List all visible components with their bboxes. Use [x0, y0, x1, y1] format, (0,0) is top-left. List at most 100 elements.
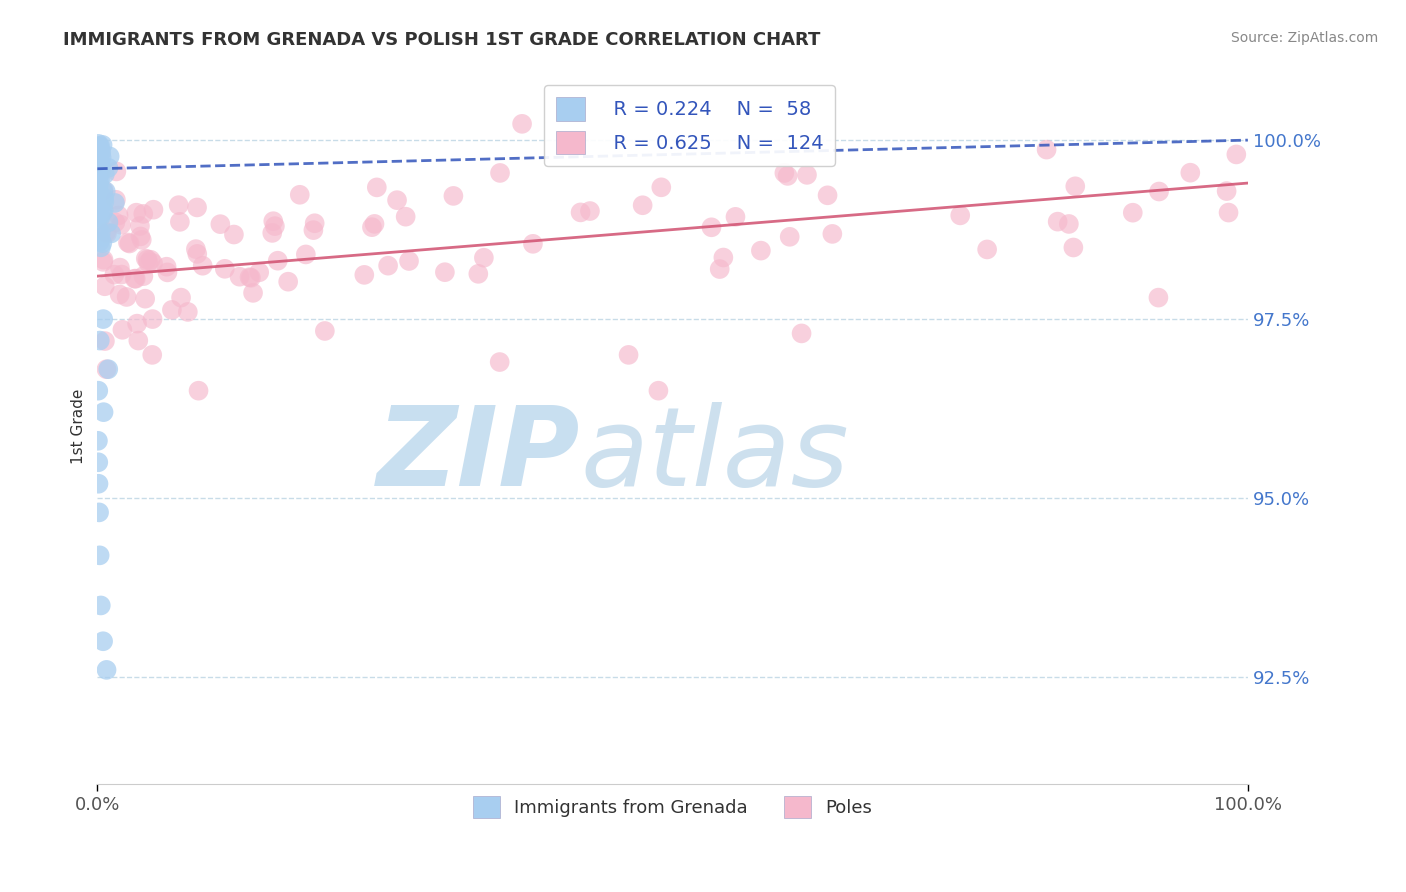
Point — [90, 166, 112, 180]
Point — [1057, 217, 1080, 231]
Point — [127, 317, 149, 331]
Point — [489, 166, 512, 180]
Y-axis label: 1st Grade: 1st Grade — [72, 389, 86, 464]
Point — [91, 137, 114, 152]
Point — [209, 217, 232, 231]
Point — [579, 204, 602, 219]
Point — [108, 260, 131, 275]
Point — [1046, 214, 1069, 228]
Point — [186, 247, 208, 261]
Point — [522, 236, 544, 251]
Point — [115, 290, 138, 304]
Point — [186, 201, 208, 215]
Point — [91, 236, 114, 251]
Point — [141, 348, 163, 362]
Point — [89, 172, 111, 186]
Point — [1147, 291, 1170, 305]
Point — [187, 384, 209, 398]
Point — [91, 205, 114, 219]
Point — [94, 185, 117, 199]
Point — [89, 146, 111, 161]
Point — [90, 191, 112, 205]
Point — [779, 229, 801, 244]
Point — [790, 326, 813, 341]
Point — [89, 155, 111, 169]
Point — [441, 189, 464, 203]
Point — [87, 188, 110, 202]
Point — [1064, 179, 1087, 194]
Point — [177, 305, 200, 319]
Point — [366, 180, 388, 194]
Point — [97, 362, 120, 376]
Point — [104, 196, 127, 211]
Point — [1147, 185, 1170, 199]
Point — [93, 203, 115, 218]
Point — [139, 252, 162, 267]
Point — [222, 227, 245, 242]
Point — [124, 271, 146, 285]
Point — [125, 205, 148, 219]
Point — [98, 149, 121, 163]
Point — [262, 214, 284, 228]
Point — [111, 323, 134, 337]
Point — [136, 252, 159, 267]
Point — [100, 227, 122, 241]
Point — [110, 218, 132, 232]
Point — [90, 226, 112, 240]
Legend: Immigrants from Grenada, Poles: Immigrants from Grenada, Poles — [465, 789, 880, 825]
Point — [488, 355, 510, 369]
Point — [821, 227, 844, 241]
Point — [138, 256, 160, 270]
Point — [1225, 147, 1247, 161]
Point — [87, 384, 110, 398]
Point — [97, 161, 120, 175]
Point — [238, 270, 260, 285]
Text: atlas: atlas — [581, 401, 849, 508]
Point — [377, 259, 399, 273]
Point — [314, 324, 336, 338]
Point — [569, 205, 592, 219]
Point — [631, 198, 654, 212]
Point — [395, 210, 418, 224]
Point — [1062, 240, 1084, 254]
Text: Source: ZipAtlas.com: Source: ZipAtlas.com — [1230, 31, 1378, 45]
Point — [617, 348, 640, 362]
Point — [87, 434, 110, 448]
Point — [247, 265, 270, 279]
Point — [1215, 184, 1237, 198]
Point — [118, 236, 141, 251]
Point — [105, 164, 128, 178]
Point — [228, 269, 250, 284]
Point — [93, 191, 115, 205]
Point — [167, 198, 190, 212]
Point — [108, 287, 131, 301]
Point — [142, 202, 165, 217]
Point — [1180, 166, 1202, 180]
Point — [90, 150, 112, 164]
Point — [467, 267, 489, 281]
Point — [91, 185, 114, 199]
Point — [709, 262, 731, 277]
Point — [96, 227, 118, 241]
Point — [135, 252, 157, 266]
Point — [97, 215, 120, 229]
Point — [87, 505, 110, 519]
Point — [94, 225, 117, 239]
Point — [104, 193, 127, 207]
Point — [93, 194, 115, 209]
Point — [304, 216, 326, 230]
Point — [89, 139, 111, 153]
Point — [90, 145, 112, 160]
Point — [169, 215, 191, 229]
Point — [89, 157, 111, 171]
Point — [242, 285, 264, 300]
Point — [117, 235, 139, 250]
Point — [89, 549, 111, 563]
Point — [302, 223, 325, 237]
Point — [129, 219, 152, 233]
Point — [472, 251, 495, 265]
Point — [385, 193, 408, 207]
Point — [93, 405, 115, 419]
Point — [87, 184, 110, 198]
Point — [86, 164, 108, 178]
